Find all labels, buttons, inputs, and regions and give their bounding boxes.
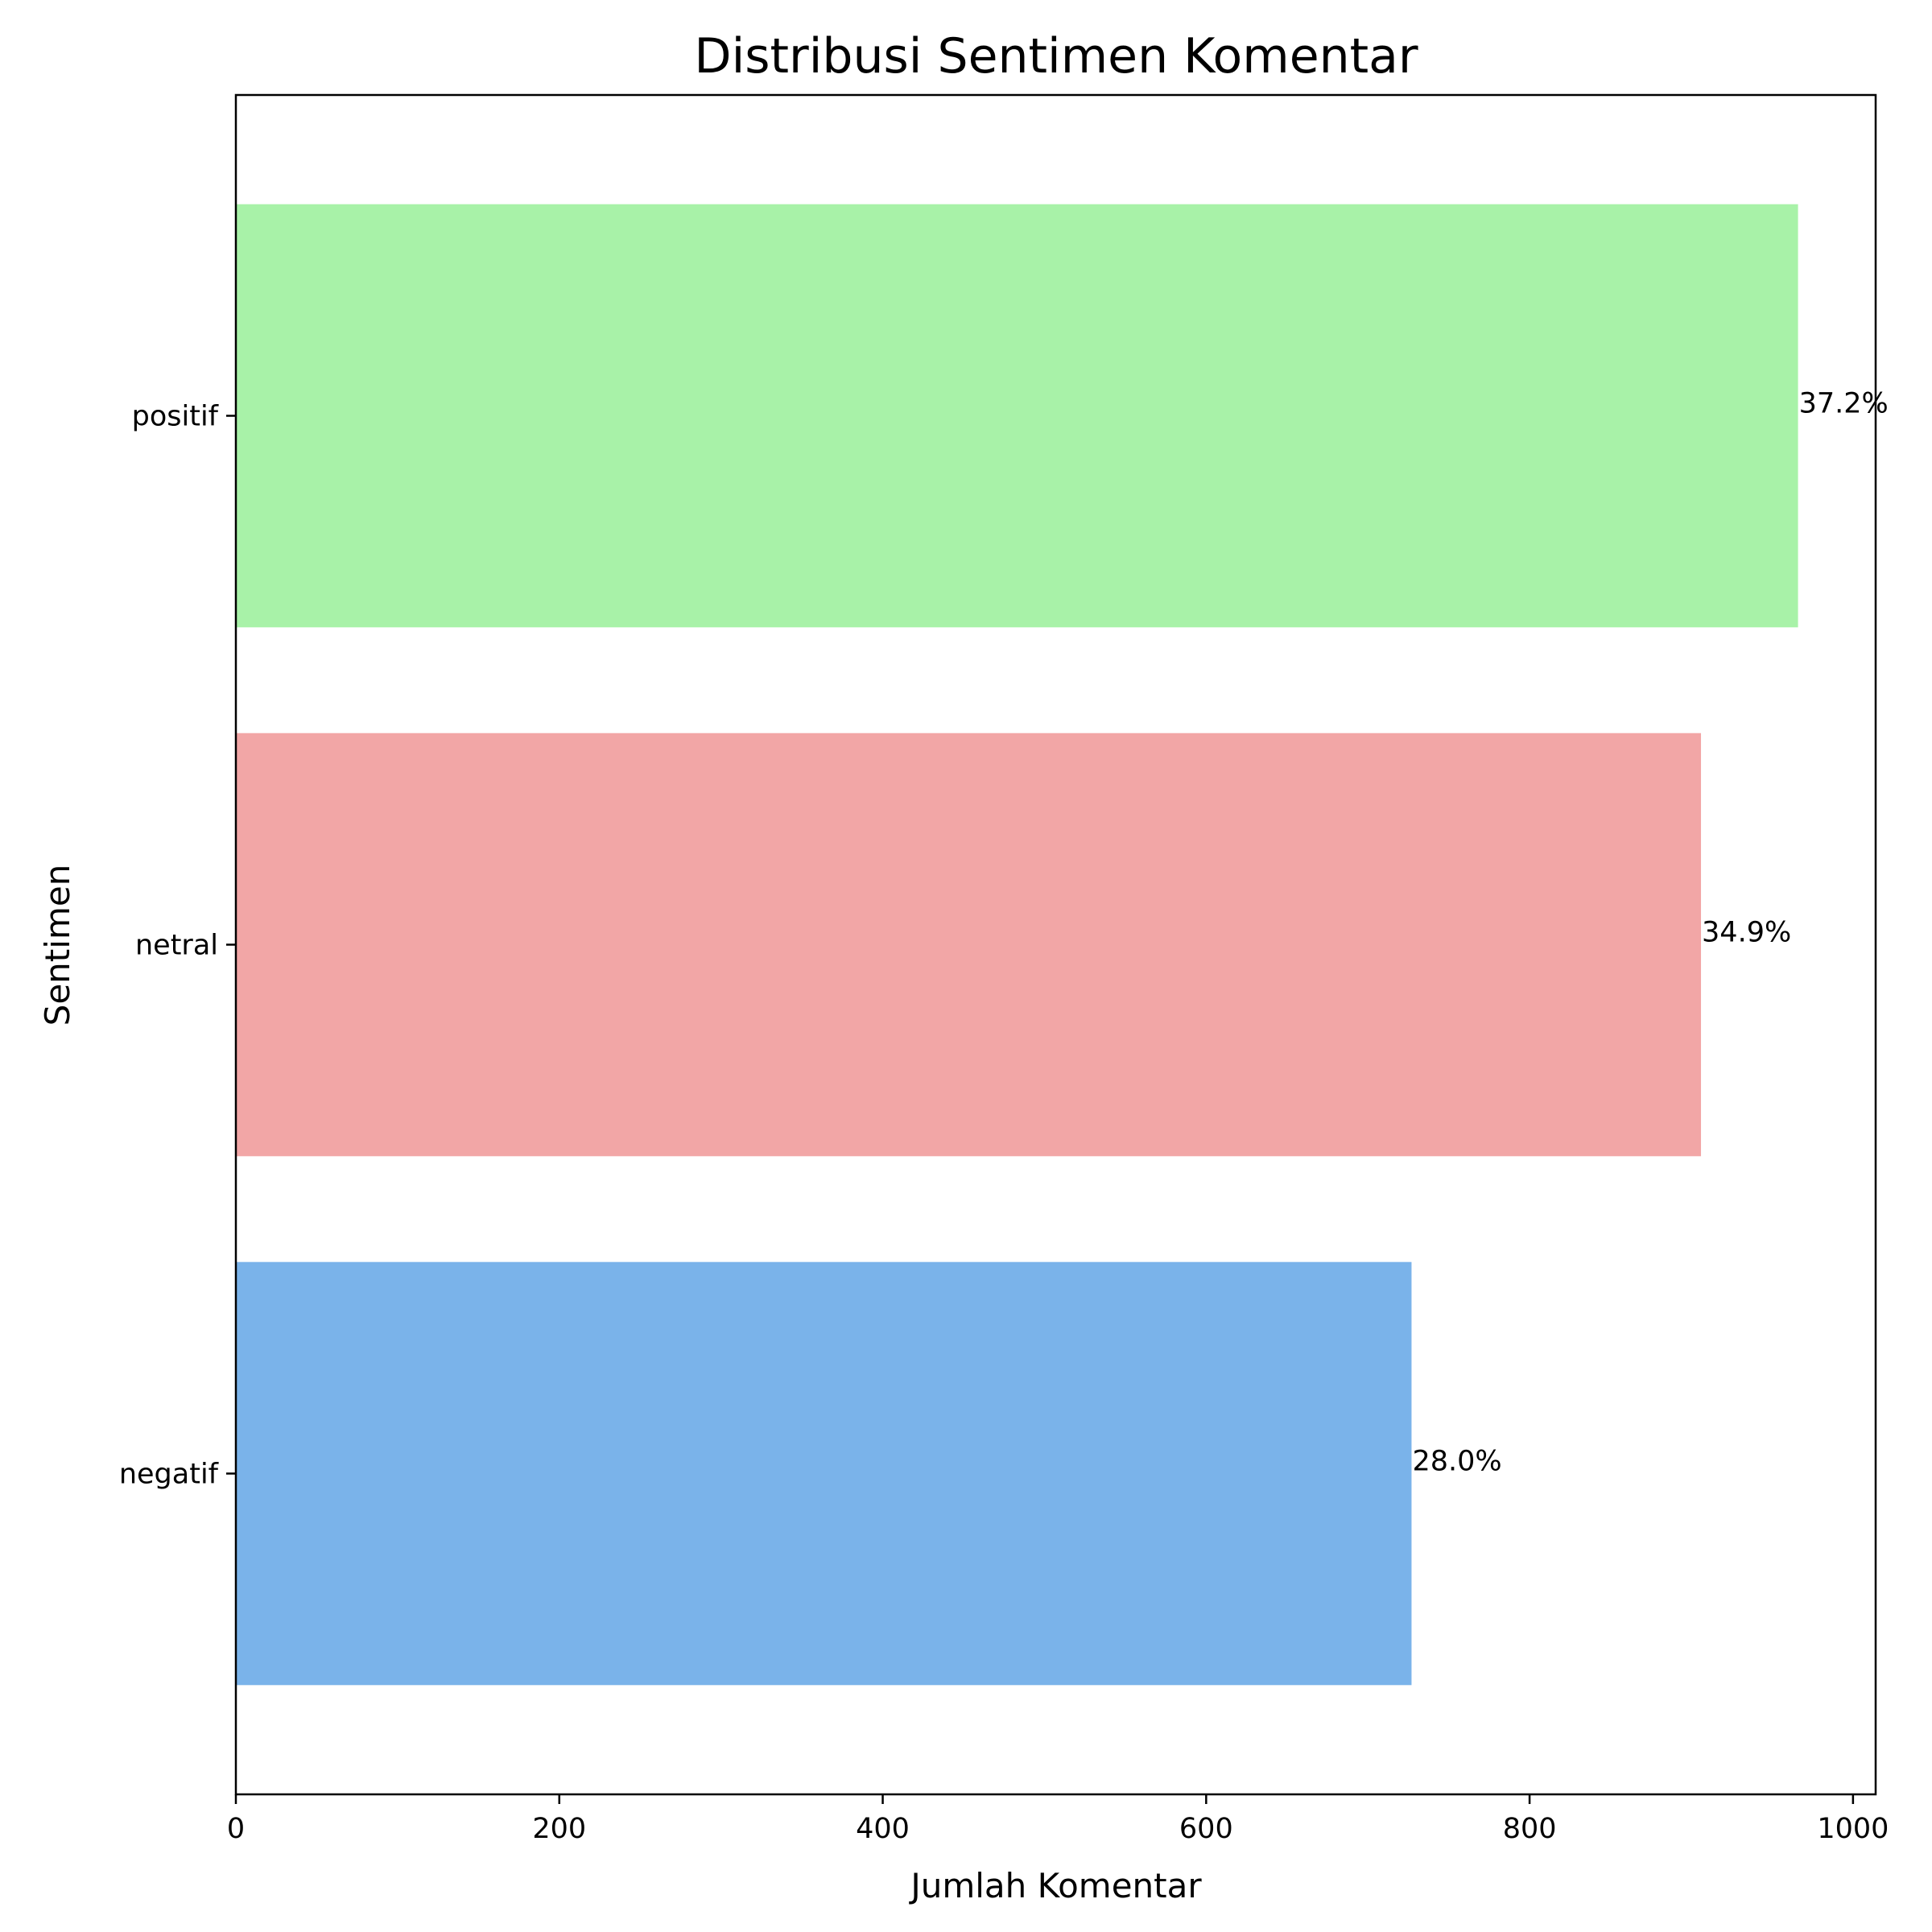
y-tick-label-netral: netral [135, 930, 218, 962]
bar-negatif [236, 1261, 1412, 1686]
x-tick-label-400: 400 [856, 1813, 910, 1845]
x-axis: 0 200 400 600 800 1000 [227, 1794, 1889, 1845]
y-tick-label-negatif: negatif [119, 1459, 219, 1491]
x-tick-label-800: 800 [1503, 1813, 1557, 1845]
x-tick-label-200: 200 [532, 1813, 586, 1845]
y-axis-label: Sentimen [38, 865, 77, 1026]
bars-group [236, 204, 1798, 1686]
y-axis: positif netral negatif [119, 401, 236, 1491]
x-tick-label-0: 0 [227, 1813, 245, 1845]
bar-positif [236, 204, 1798, 628]
bar-netral [236, 733, 1702, 1157]
x-tick-label-600: 600 [1179, 1813, 1233, 1845]
x-tick-label-1000: 1000 [1817, 1813, 1889, 1845]
data-label-negatif: 28.0% [1412, 1446, 1501, 1478]
data-labels-group: 37.2% 34.9% 28.0% [1412, 388, 1888, 1478]
x-axis-label: Jumlah Komentar [908, 1866, 1202, 1905]
chart-title: Distribusi Sentimen Komentar [694, 28, 1418, 85]
y-tick-label-positif: positif [132, 401, 219, 433]
data-label-positif: 37.2% [1799, 388, 1889, 420]
data-label-netral: 34.9% [1702, 917, 1791, 949]
